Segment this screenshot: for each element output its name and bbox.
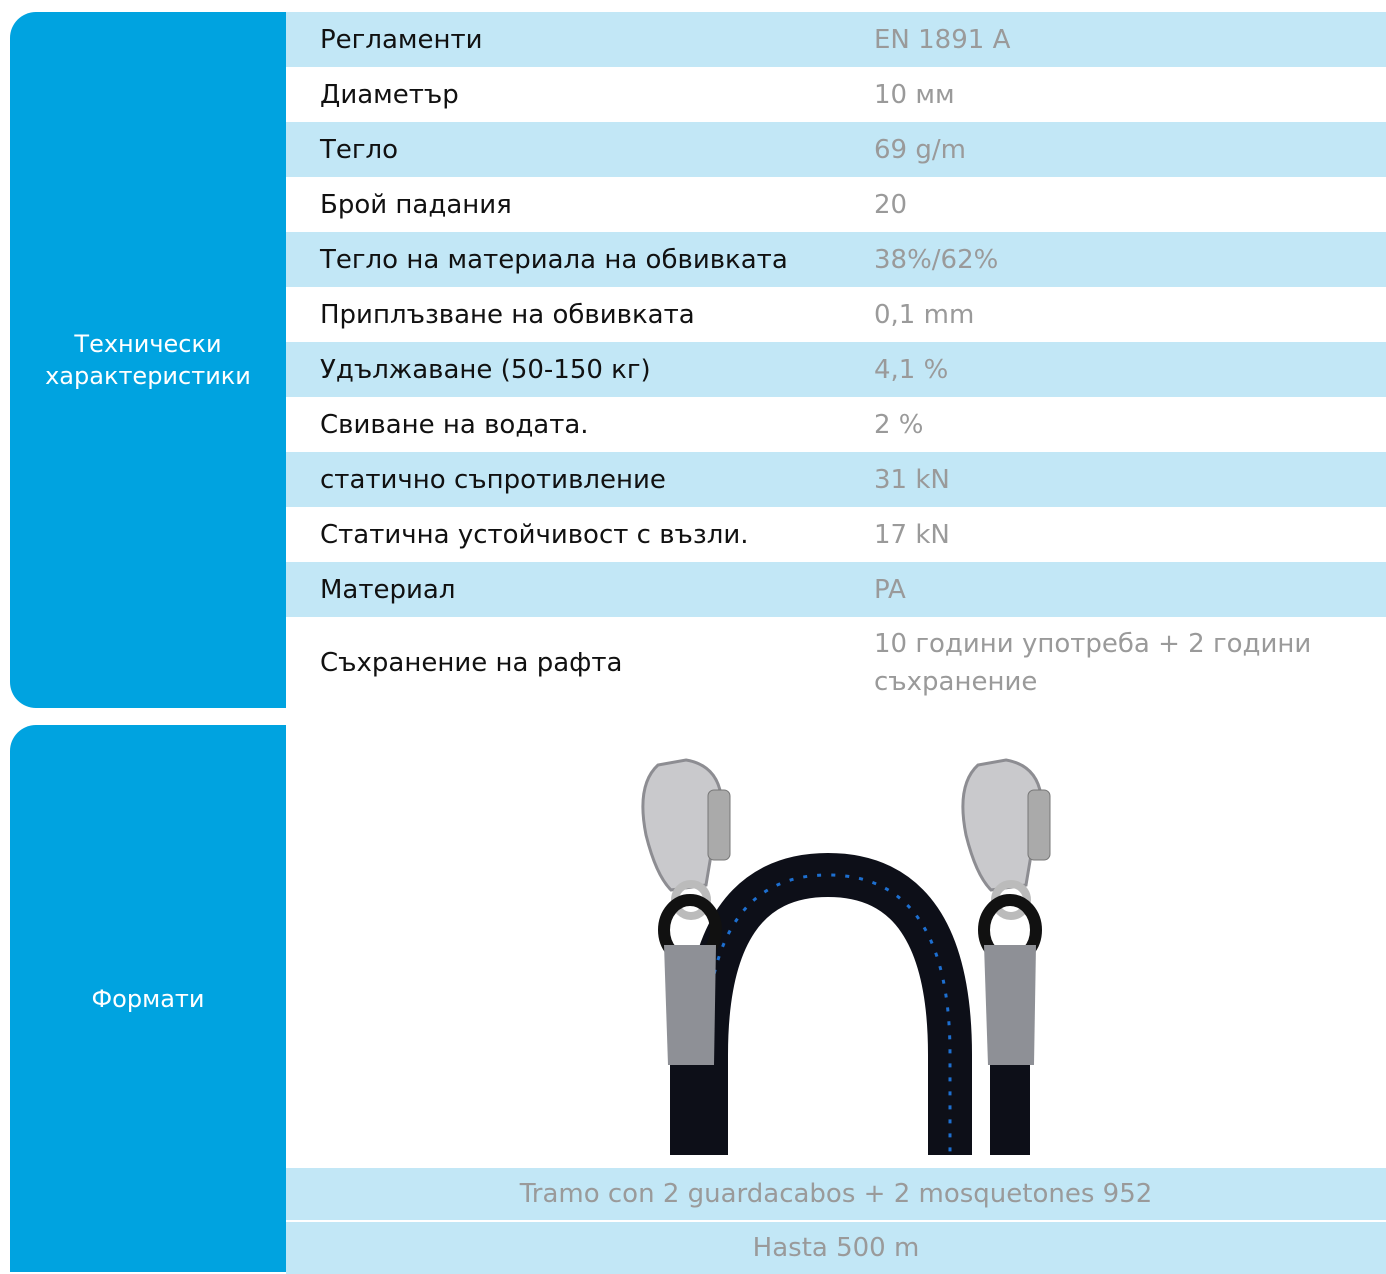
spec-row: Брой падания 20 [286,177,1386,232]
spec-row: Тегло 69 g/m [286,122,1386,177]
spec-value: EN 1891 A [874,21,1356,59]
spec-value: 31 kN [874,461,1356,499]
spec-row: Тегло на материала на обвивката 38%/62% [286,232,1386,287]
formats-section: Формати Tramo con 2 guardacabos + 2 mosq… [10,725,1386,1272]
format-item: Hasta 500 m [286,1222,1386,1274]
spec-value: 10 години употреба + 2 години съхранение [874,625,1356,701]
spec-row: Свиване на водата. 2 % [286,397,1386,452]
formats-label: Формати [10,725,286,1272]
spec-row: Удължаване (50-150 кг) 4,1 % [286,342,1386,397]
spec-name: Свиване на водата. [320,410,589,440]
spec-value: 38%/62% [874,241,1356,279]
spec-name: Съхранение на рафта [320,648,622,678]
spec-value: 0,1 mm [874,296,1356,334]
spec-value: 10 мм [874,76,1356,114]
spec-name: Тегло [320,135,398,165]
spec-value: 2 % [874,406,1356,444]
spec-value: 4,1 % [874,351,1356,389]
spec-value: 69 g/m [874,131,1356,169]
spec-name: Приплъзване на обвивката [320,300,695,330]
spec-value: 17 kN [874,516,1356,554]
spec-name: Удължаване (50-150 кг) [320,355,651,385]
spec-row: Статична устойчивост с възли. 17 kN [286,507,1386,562]
spec-name: Тегло на материала на обвивката [320,245,788,275]
spec-row: Материал PA [286,562,1386,617]
spec-name: Брой падания [320,190,512,220]
spec-name: Статична устойчивост с възли. [320,520,749,550]
specs-section: Технически характеристики Регламенти EN 1… [10,12,1386,708]
spec-value: PA [874,571,1356,609]
spec-row: Приплъзване на обвивката 0,1 mm [286,287,1386,342]
spec-value: 20 [874,186,1356,224]
carabiner-right [963,760,1050,1155]
spec-row: Диаметър 10 мм [286,67,1386,122]
spec-row: Регламенти EN 1891 A [286,12,1386,67]
product-image [286,725,1386,1168]
spec-name: Диаметър [320,80,459,110]
spec-name: статично съпротивление [320,465,666,495]
page: Технически характеристики Регламенти EN 1… [0,0,1386,1272]
spec-row: Съхранение на рафта 10 години употреба + … [286,617,1386,708]
specs-label: Технически характеристики [10,12,286,708]
spec-row: статично съпротивление 31 kN [286,452,1386,507]
spec-name: Материал [320,575,455,605]
format-item: Tramo con 2 guardacabos + 2 mosquetones … [286,1168,1386,1220]
spec-name: Регламенти [320,25,483,55]
